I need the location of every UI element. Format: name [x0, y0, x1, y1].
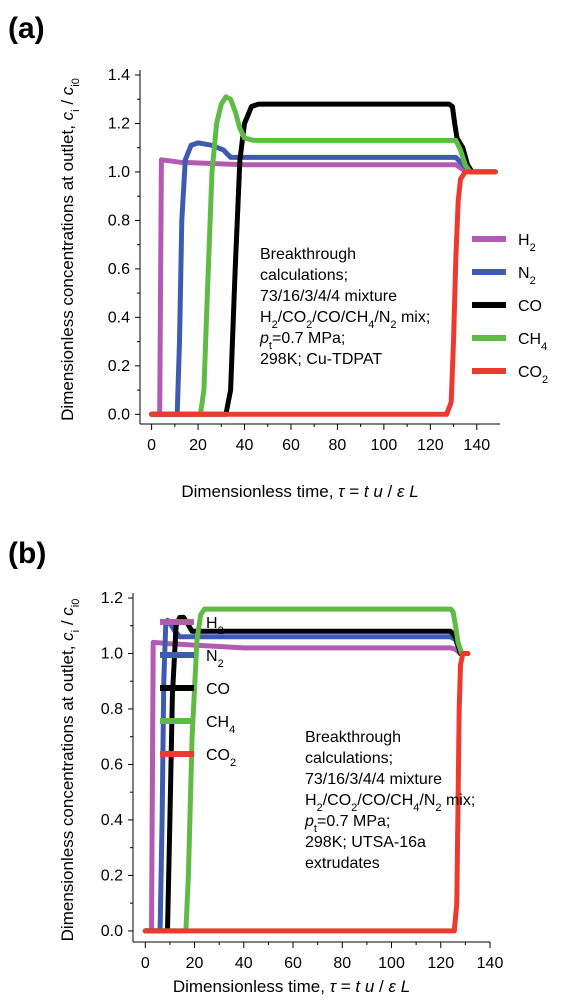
chart-b-legend-label-h2: H2: [206, 615, 224, 637]
chart-b-panel-label: (b): [8, 537, 46, 570]
chart-b-y-tick-label: 0.4: [101, 812, 123, 829]
chart-a-x-tick-label: 40: [236, 437, 254, 454]
chart-a-legend-label-ch4: CH4: [518, 331, 547, 353]
chart-a-y-tick-label: 1.0: [108, 164, 130, 181]
chart-b-y-tick-label: 0.6: [101, 756, 123, 773]
chart-b-y-tick-label: 1.2: [101, 590, 123, 607]
chart-a: (a) 0.0 0.2 0.4 0.6 0.8 1.0 1.2 1.4 0 20 40 60 80 100 1…: [8, 12, 548, 501]
chart-a-annotation-line: H2/CO2/CO/CH4/N2 mix;: [260, 309, 430, 331]
chart-a-legend-label-co: CO: [518, 298, 542, 315]
chart-b-x-tick-label: 100: [378, 955, 405, 972]
chart-a-y-tick-label: 0.2: [108, 358, 130, 375]
chart-b: (b) 0.0 0.2 0.4 0.6 0.8 1.0 1.2 0 20 40 60 80 100 120 1…: [8, 537, 503, 996]
chart-b-x-tick-label: 60: [284, 955, 302, 972]
chart-b-y-tick-label: 0.8: [101, 701, 123, 718]
chart-a-x-axis-label: Dimensionless time, τ = t u / ε L: [181, 482, 418, 501]
chart-b-annotation-line: 298K; UTSA-16a: [305, 834, 426, 851]
chart-b-x-tick-label: 120: [427, 955, 454, 972]
chart-b-y-tick-label: 1.0: [101, 645, 123, 662]
chart-a-panel-label: (a): [8, 12, 45, 45]
chart-a-series-ch4-line: [149, 94, 498, 417]
chart-a-x-tick-label: 120: [417, 437, 444, 454]
chart-b-x-tick-label: 40: [235, 955, 253, 972]
chart-a-y-tick-label: 0.8: [108, 212, 130, 229]
chart-b-annotation-line: pt=0.7 MPa;: [304, 813, 390, 835]
chart-a-annotation-line: calculations;: [260, 267, 348, 284]
chart-a-x-tick-label: 140: [463, 437, 490, 454]
chart-b-annotation-line: calculations;: [305, 750, 393, 767]
chart-b-x-tick-label: 20: [186, 955, 204, 972]
chart-a-y-tick-label: 1.2: [108, 115, 130, 132]
chart-b-legend-label-co: CO: [206, 681, 230, 698]
chart-b-y-tick-label: 0.0: [101, 923, 123, 940]
chart-b-legend-label-co2: CO2: [206, 747, 236, 769]
chart-a-y-axis-label: Dimensionless concentrations at outlet, …: [58, 78, 82, 421]
chart-b-legend-label-n2: N2: [206, 648, 224, 670]
chart-a-series-n2-line: [149, 140, 498, 417]
chart-a-series-co-line: [149, 101, 498, 417]
chart-b-x-axis-label: Dimensionless time, τ = t u / ε L: [173, 977, 410, 996]
chart-a-y-tick-label: 0.6: [108, 261, 130, 278]
chart-a-legend-label-co2: CO2: [518, 364, 548, 386]
chart-a-annotation-line: 298K; Cu-TDPAT: [260, 351, 382, 368]
chart-a-y-tick-label: 1.4: [108, 67, 130, 84]
chart-b-annotation-line: Breakthrough: [305, 729, 401, 746]
chart-a-series-co2-line: [149, 169, 498, 417]
chart-b-y-tick-label: 0.2: [101, 867, 123, 884]
chart-b-series-co2-line: [142, 651, 471, 934]
chart-a-annotation-line: 73/16/3/4/4 mixture: [260, 288, 397, 305]
chart-b-x-tick-label: 0: [141, 955, 150, 972]
chart-b-x-tick-label: 140: [477, 955, 504, 972]
chart-a-legend-label-h2: H2: [518, 232, 536, 254]
chart-b-x-tick-label: 80: [333, 955, 351, 972]
chart-b-y-axis-label: Dimensionless concentrations at outlet, …: [58, 599, 82, 942]
chart-b-annotation-line: H2/CO2/CO/CH4/N2 mix;: [305, 792, 475, 814]
chart-b-legend-label-ch4: CH4: [206, 714, 235, 736]
chart-a-annotation-line: pt=0.7 MPa;: [259, 330, 345, 352]
chart-a-x-tick-label: 100: [371, 437, 398, 454]
chart-a-x-tick-label: 60: [282, 437, 300, 454]
chart-b-annotation-line: extrudates: [305, 855, 380, 872]
chart-a-x-tick-label: 80: [329, 437, 347, 454]
chart-b-series-ch4-line: [142, 606, 471, 934]
chart-b-annotation-line: 73/16/3/4/4 mixture: [305, 771, 442, 788]
chart-a-x-tick-label: 0: [147, 437, 156, 454]
chart-a-annotation-line: Breakthrough: [260, 246, 356, 263]
chart-a-x-tick-label: 20: [189, 437, 207, 454]
chart-a-y-tick-label: 0.0: [108, 406, 130, 423]
chart-a-y-tick-label: 0.4: [108, 309, 130, 326]
chart-a-legend-label-n2: N2: [518, 265, 536, 287]
